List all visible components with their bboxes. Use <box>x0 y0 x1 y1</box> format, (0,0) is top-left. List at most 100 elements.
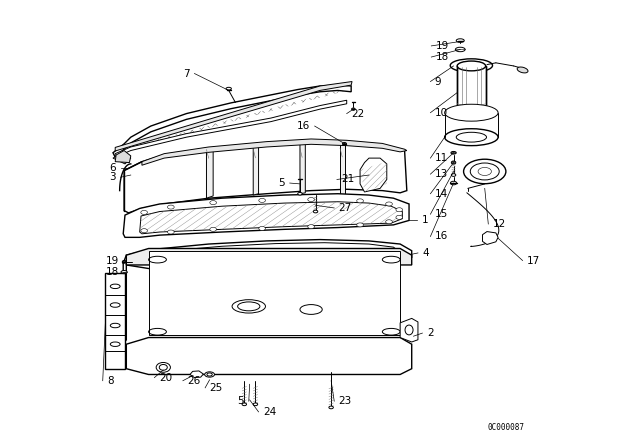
Ellipse shape <box>386 220 392 224</box>
Text: 9: 9 <box>435 77 442 86</box>
Ellipse shape <box>457 61 486 71</box>
Ellipse shape <box>210 227 216 231</box>
Ellipse shape <box>308 198 314 202</box>
Text: 2: 2 <box>427 328 433 338</box>
Ellipse shape <box>396 208 403 212</box>
Text: 24: 24 <box>263 407 276 417</box>
Text: 19: 19 <box>106 255 119 266</box>
Ellipse shape <box>205 372 214 377</box>
Ellipse shape <box>396 215 403 220</box>
Text: 7: 7 <box>184 69 190 78</box>
Polygon shape <box>124 140 407 213</box>
Ellipse shape <box>110 303 120 307</box>
Text: 27: 27 <box>339 203 352 213</box>
Ellipse shape <box>451 161 456 164</box>
Polygon shape <box>113 152 131 164</box>
Ellipse shape <box>455 47 465 52</box>
Polygon shape <box>126 337 412 375</box>
Polygon shape <box>113 85 351 157</box>
Ellipse shape <box>122 260 126 263</box>
Text: 11: 11 <box>435 153 448 163</box>
Ellipse shape <box>458 61 484 69</box>
Ellipse shape <box>259 226 266 230</box>
Polygon shape <box>253 145 259 195</box>
Text: 4: 4 <box>422 248 429 258</box>
Ellipse shape <box>463 159 506 184</box>
Ellipse shape <box>445 104 498 121</box>
Text: 10: 10 <box>435 108 448 118</box>
Polygon shape <box>483 232 498 245</box>
Text: 0C000087: 0C000087 <box>488 423 525 432</box>
Ellipse shape <box>210 201 216 205</box>
Text: 8: 8 <box>107 376 114 386</box>
Ellipse shape <box>456 39 464 43</box>
Ellipse shape <box>451 181 457 185</box>
Ellipse shape <box>451 151 456 154</box>
Ellipse shape <box>478 168 492 176</box>
Text: 14: 14 <box>435 189 448 199</box>
Ellipse shape <box>121 271 127 274</box>
Ellipse shape <box>253 403 258 405</box>
Ellipse shape <box>450 59 493 72</box>
Text: 21: 21 <box>341 174 355 185</box>
Polygon shape <box>148 251 400 335</box>
Polygon shape <box>207 148 213 198</box>
Ellipse shape <box>232 300 266 313</box>
Ellipse shape <box>237 302 260 311</box>
Polygon shape <box>400 319 418 342</box>
Ellipse shape <box>314 210 318 213</box>
Text: 18: 18 <box>436 52 449 62</box>
Ellipse shape <box>168 205 174 209</box>
Ellipse shape <box>159 365 167 370</box>
Text: 1: 1 <box>422 215 428 224</box>
Text: 19: 19 <box>436 41 449 51</box>
Polygon shape <box>124 194 409 237</box>
Ellipse shape <box>207 373 212 376</box>
Polygon shape <box>300 142 305 194</box>
Ellipse shape <box>445 129 498 146</box>
Ellipse shape <box>110 284 120 289</box>
Ellipse shape <box>110 323 120 328</box>
Polygon shape <box>115 100 347 157</box>
Ellipse shape <box>300 305 322 314</box>
Ellipse shape <box>470 163 499 180</box>
Text: 12: 12 <box>493 219 506 229</box>
Text: 5: 5 <box>237 396 244 406</box>
Polygon shape <box>115 151 131 163</box>
Ellipse shape <box>356 199 364 203</box>
Text: 22: 22 <box>351 108 364 119</box>
Polygon shape <box>124 260 126 344</box>
Ellipse shape <box>356 223 364 227</box>
Ellipse shape <box>405 325 413 335</box>
Text: 25: 25 <box>209 383 223 393</box>
Ellipse shape <box>168 230 174 234</box>
Text: 13: 13 <box>435 169 448 179</box>
Polygon shape <box>340 144 346 194</box>
Ellipse shape <box>226 87 232 90</box>
Text: 26: 26 <box>188 376 200 386</box>
Polygon shape <box>457 66 486 113</box>
Ellipse shape <box>329 406 333 409</box>
Ellipse shape <box>141 211 147 215</box>
Polygon shape <box>126 249 412 265</box>
Ellipse shape <box>386 202 392 206</box>
Ellipse shape <box>110 342 120 346</box>
Text: 16: 16 <box>297 121 310 131</box>
Polygon shape <box>142 139 407 165</box>
Text: 5: 5 <box>278 178 285 188</box>
Text: 16: 16 <box>435 232 448 241</box>
Text: 17: 17 <box>527 255 540 266</box>
Ellipse shape <box>141 228 147 233</box>
Polygon shape <box>115 82 352 151</box>
Text: 20: 20 <box>159 373 172 383</box>
Polygon shape <box>190 371 204 378</box>
Text: 6: 6 <box>109 164 116 173</box>
Ellipse shape <box>156 362 170 372</box>
Polygon shape <box>124 240 412 268</box>
Ellipse shape <box>517 67 528 73</box>
Ellipse shape <box>451 174 456 177</box>
Text: 15: 15 <box>435 209 448 219</box>
Text: 18: 18 <box>106 267 119 277</box>
Ellipse shape <box>457 108 486 117</box>
Ellipse shape <box>242 403 246 405</box>
